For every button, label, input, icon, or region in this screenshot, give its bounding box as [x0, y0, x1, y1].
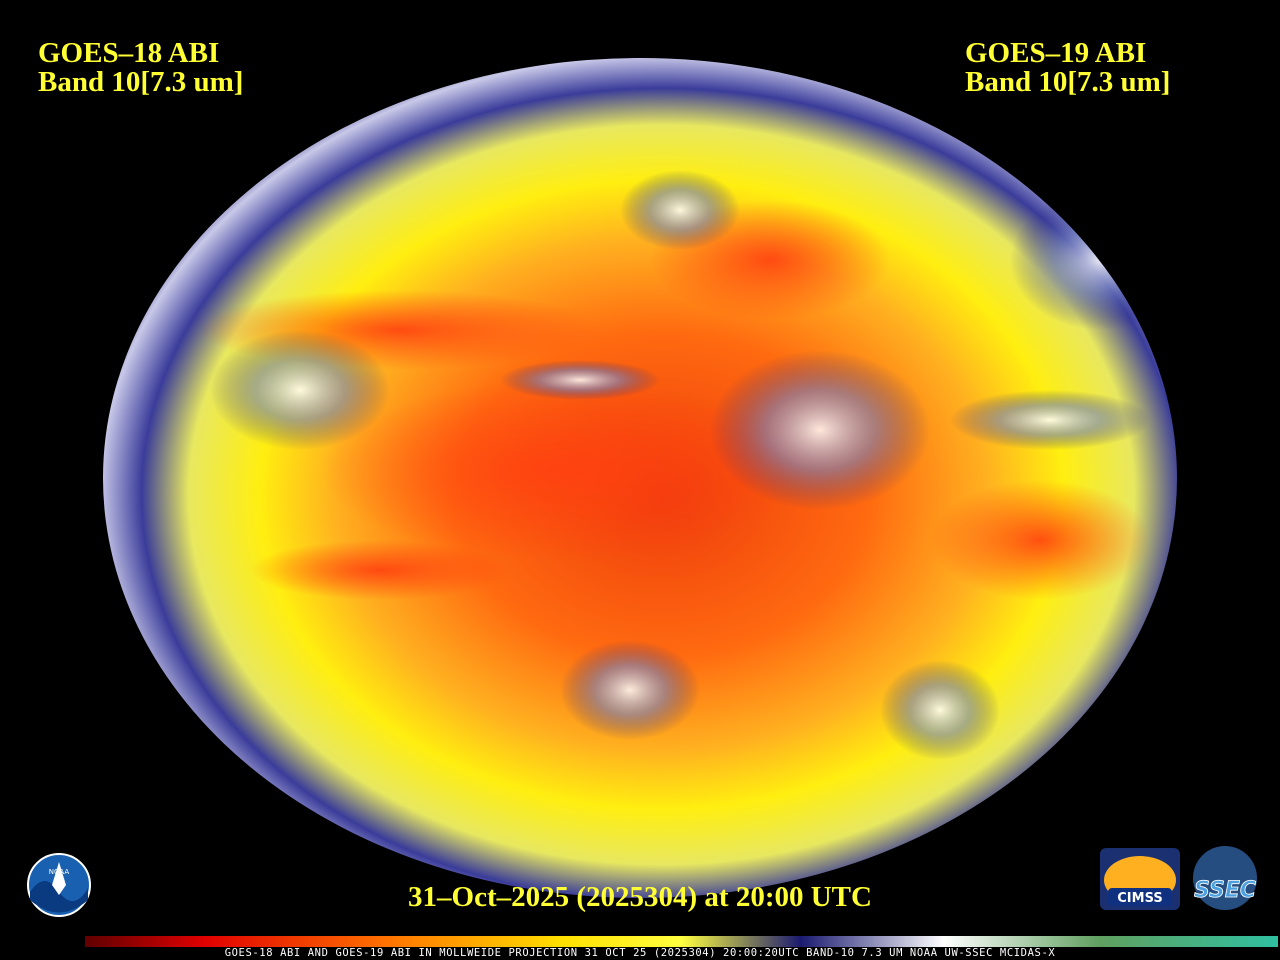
cimss-logo: CIMSS	[1100, 848, 1180, 910]
color-bar	[85, 936, 1278, 947]
right-satellite: GOES–19 ABI	[965, 37, 1146, 69]
weather-features	[200, 170, 1177, 760]
footer: GOES-18 ABI AND GOES-19 ABI IN MOLLWEIDE…	[225, 947, 1056, 959]
ssec-logo: SSEC	[1193, 846, 1257, 910]
left-satellite: GOES–18 ABI	[38, 37, 219, 69]
timestamp: 31–Oct–2025 (2025304) at 20:00 UTC	[408, 881, 872, 913]
noaa-text: NOAA	[49, 868, 70, 876]
cimss-text: CIMSS	[1117, 891, 1162, 906]
left-band: Band 10[7.3 um]	[38, 66, 243, 98]
ssec-text: SSEC	[1194, 878, 1256, 903]
noaa-logo: NOAA	[27, 853, 91, 917]
right-band: Band 10[7.3 um]	[965, 66, 1170, 98]
